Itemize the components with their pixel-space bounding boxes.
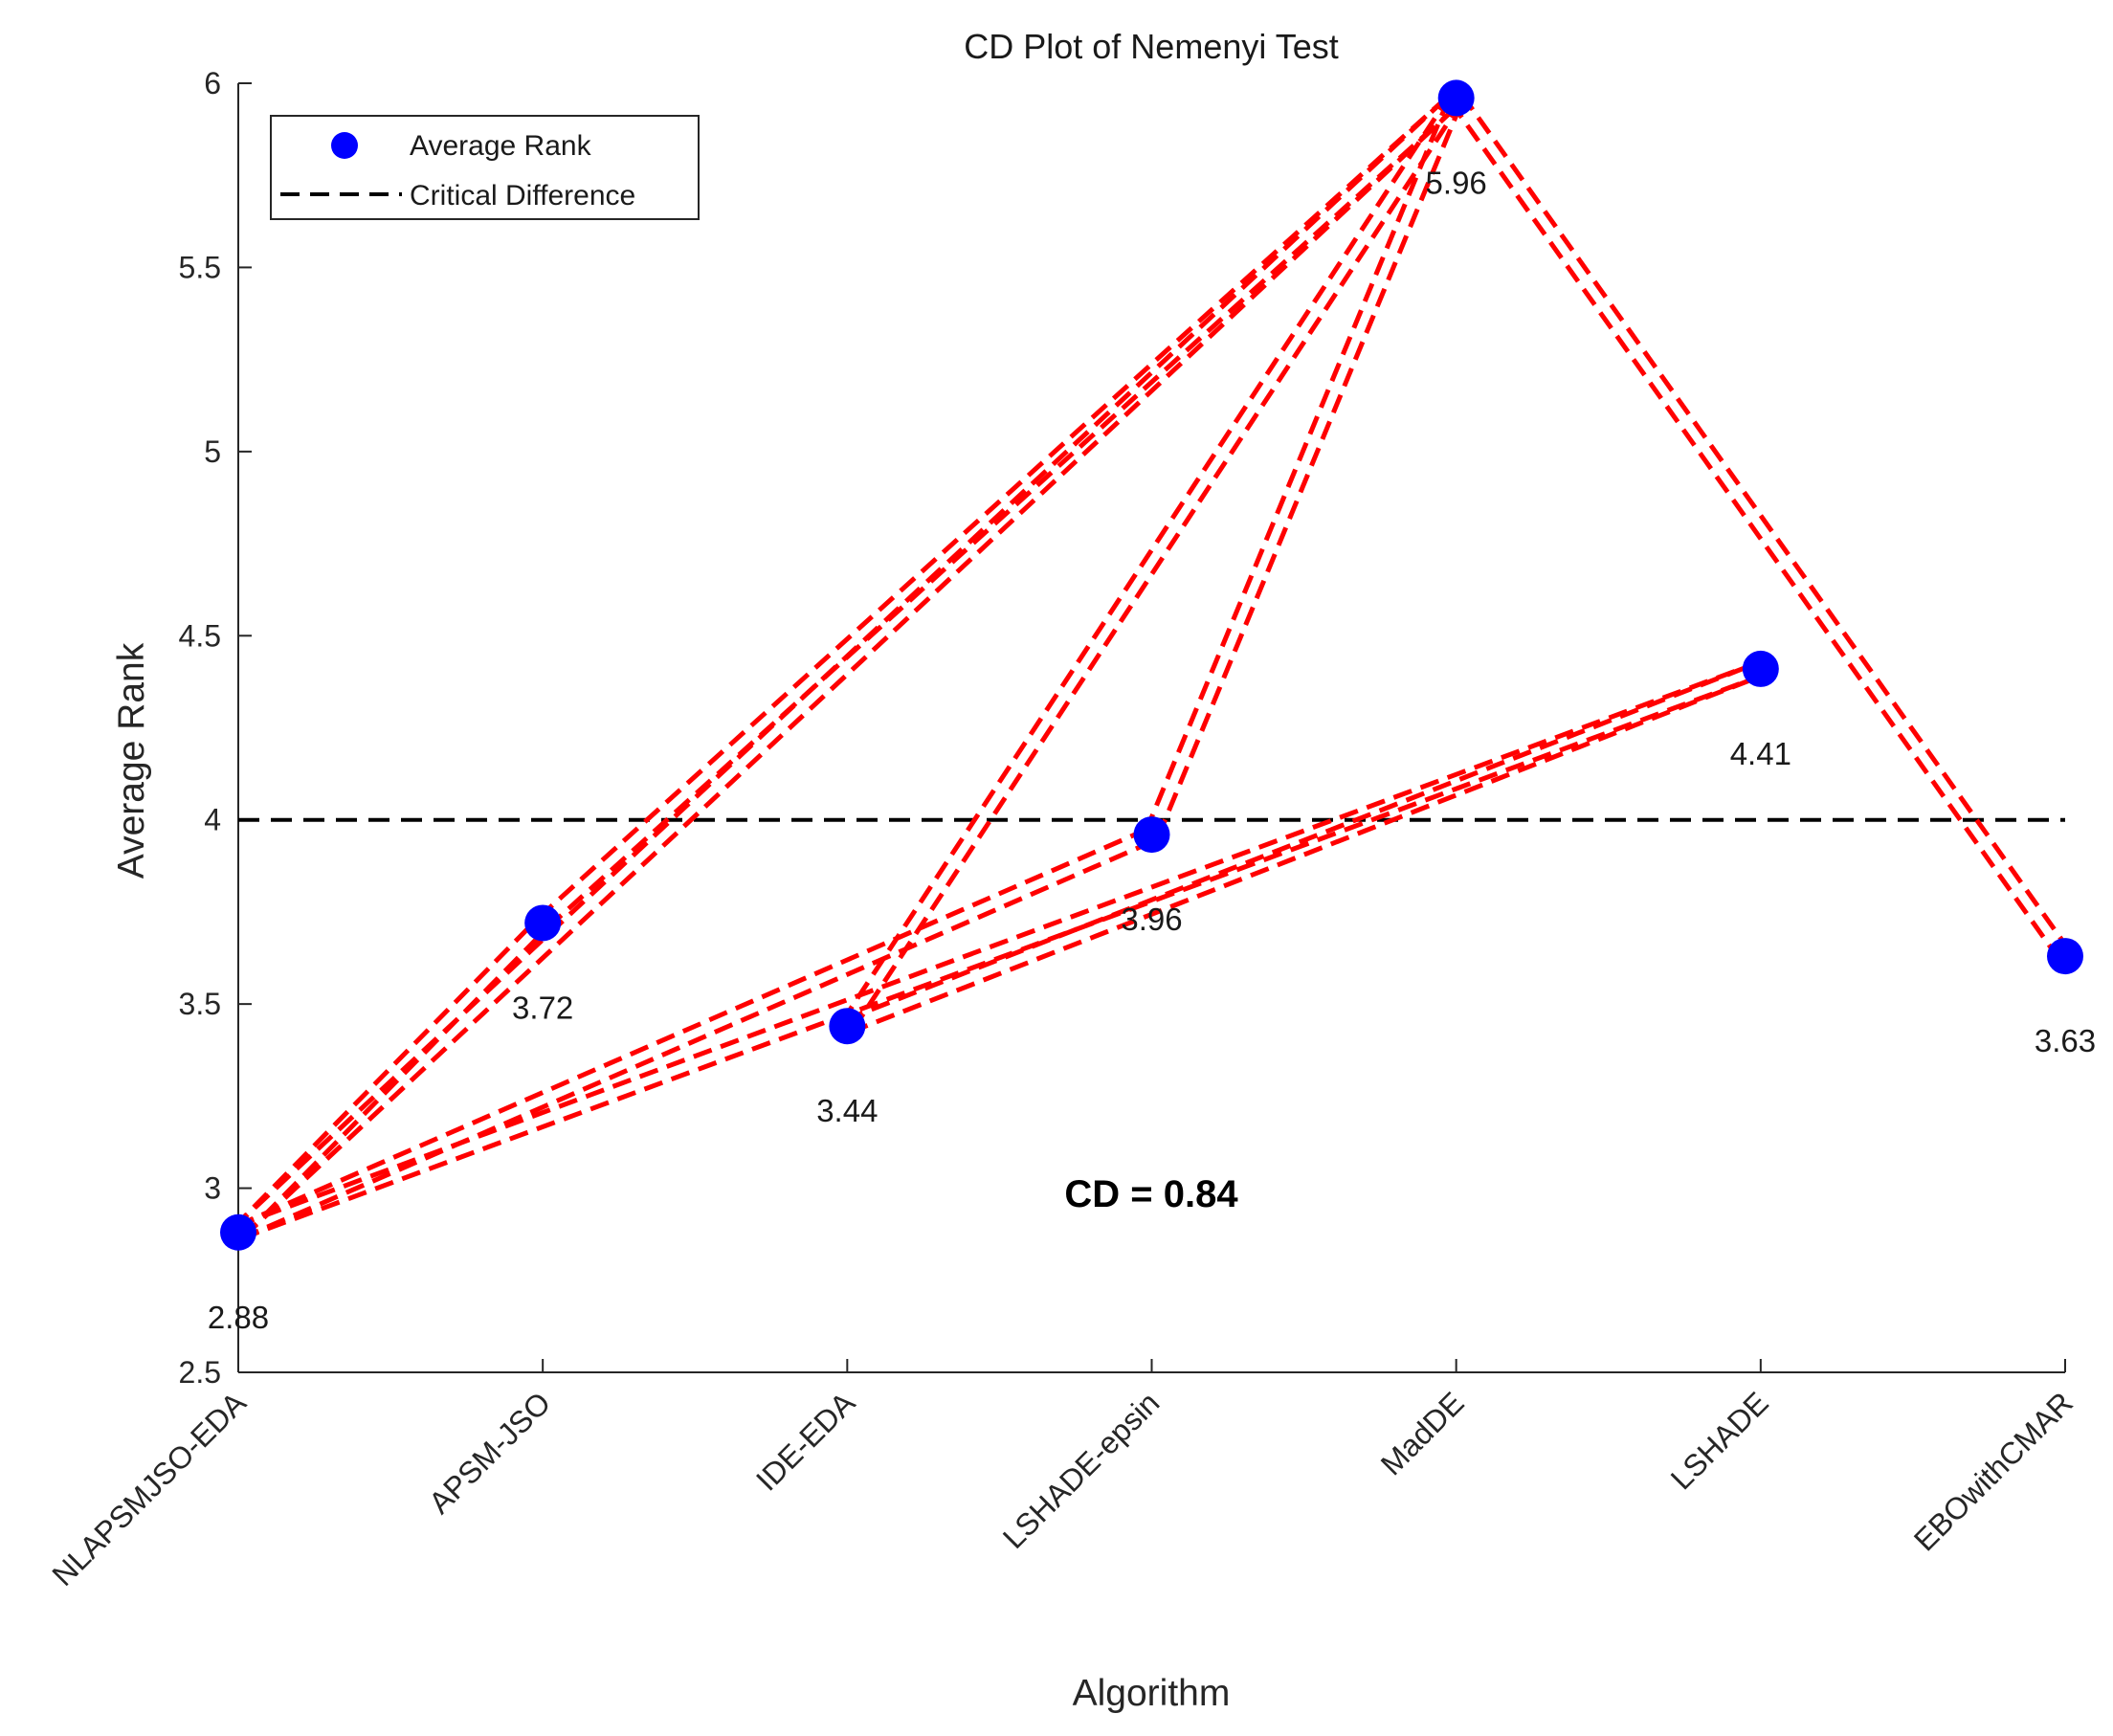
data-point bbox=[1133, 816, 1170, 854]
y-tick-label: 4 bbox=[204, 803, 221, 837]
y-tick-label: 2.5 bbox=[179, 1355, 221, 1390]
x-tick-label: EBOwithCMAR bbox=[1907, 1385, 2080, 1557]
x-tick-label: MadDE bbox=[1374, 1385, 1471, 1481]
value-label: 5.96 bbox=[1426, 165, 1487, 200]
connection-line bbox=[839, 93, 1453, 1024]
connection-line bbox=[1143, 94, 1453, 834]
y-tick-label: 3.5 bbox=[179, 987, 221, 1021]
value-label: 3.72 bbox=[512, 990, 573, 1025]
data-point bbox=[524, 904, 562, 942]
connection-line bbox=[234, 660, 1760, 1229]
connection-line bbox=[1448, 100, 2062, 962]
legend-label-critical-difference: Critical Difference bbox=[410, 180, 635, 211]
legend-marker-average-rank bbox=[331, 132, 358, 159]
data-point bbox=[220, 1213, 256, 1251]
value-label: 2.88 bbox=[208, 1300, 269, 1335]
x-tick-label: IDE-EDA bbox=[749, 1385, 862, 1498]
connection-line bbox=[241, 925, 549, 1239]
data-point bbox=[1437, 79, 1475, 117]
axes: 2.5 3 3.5 4 4.5 5 5.5 6 NLAPSMJSO-EDA APSM-JSO IDE… bbox=[45, 66, 2080, 1592]
connection-line bbox=[843, 660, 1760, 1023]
x-tick-label: NLAPSMJSO-EDA bbox=[45, 1385, 253, 1592]
y-tick-label: 5 bbox=[204, 434, 221, 469]
x-tick-label: LSHADE bbox=[1664, 1385, 1775, 1496]
value-label: 3.96 bbox=[1121, 901, 1182, 937]
data-point bbox=[829, 1008, 866, 1045]
value-label: 3.44 bbox=[816, 1093, 878, 1128]
connection-line bbox=[536, 91, 1454, 921]
connection-line bbox=[234, 826, 1150, 1229]
x-tick-label: LSHADE-epsin bbox=[996, 1385, 1167, 1555]
connection-line bbox=[241, 100, 1463, 1239]
data-point bbox=[1742, 650, 1779, 687]
legend: Average Rank Critical Difference bbox=[270, 115, 700, 220]
chart-title: CD Plot of Nemenyi Test bbox=[964, 27, 1338, 66]
y-tick-label: 5.5 bbox=[179, 250, 221, 284]
y-tick-label: 4.5 bbox=[179, 618, 221, 653]
connection-line bbox=[232, 916, 540, 1230]
connection-line bbox=[1459, 92, 2073, 954]
connection-line bbox=[239, 838, 1156, 1241]
data-points bbox=[220, 79, 2083, 1251]
y-tick-label: 6 bbox=[204, 66, 221, 100]
cd-annotation: CD = 0.84 bbox=[1064, 1173, 1238, 1215]
y-tick-label: 3 bbox=[204, 1171, 221, 1206]
x-tick-label: APSM-JSO bbox=[422, 1385, 557, 1520]
data-point bbox=[2047, 938, 2083, 975]
connection-line bbox=[232, 91, 1454, 1230]
connection-line bbox=[848, 673, 1765, 1035]
connection-line bbox=[545, 100, 1463, 930]
connection-lines bbox=[232, 91, 2073, 1241]
connection-line bbox=[851, 100, 1464, 1032]
connection-line bbox=[1155, 100, 1465, 838]
connection-line bbox=[239, 673, 1765, 1241]
value-label: 4.41 bbox=[1730, 736, 1791, 771]
y-axis-label: Average Rank bbox=[111, 642, 152, 879]
value-labels: 2.88 3.72 3.44 3.96 5.96 4.41 3.63 bbox=[208, 165, 2096, 1334]
value-label: 3.63 bbox=[2035, 1023, 2096, 1058]
x-axis-label: Algorithm bbox=[1073, 1673, 1231, 1714]
legend-label-average-rank: Average Rank bbox=[410, 130, 592, 162]
